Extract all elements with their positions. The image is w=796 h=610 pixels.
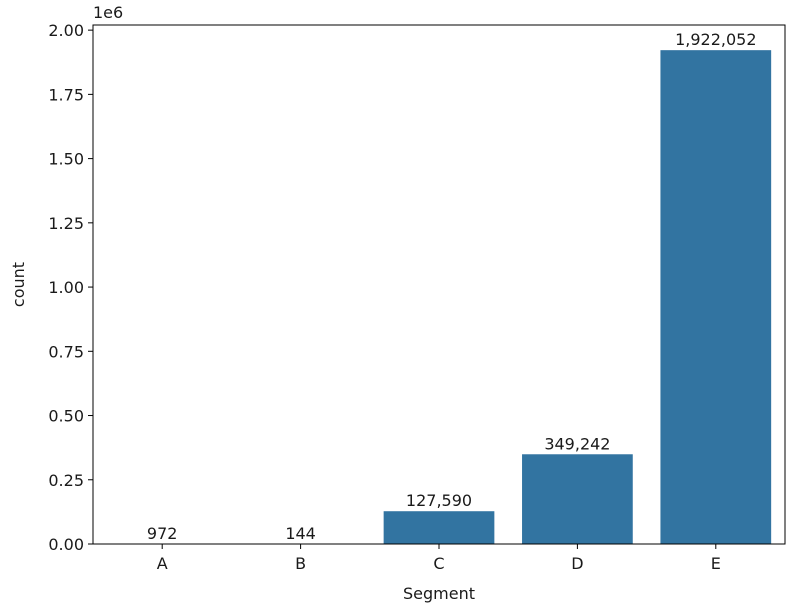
bar-c: [383, 511, 495, 544]
data-labels-group: 972 144 127,590 349,242 1,922,052: [147, 30, 757, 543]
y-tick-label: 1.25: [48, 214, 84, 233]
x-tick-label-e: E: [711, 554, 721, 573]
bars-group: [106, 50, 772, 545]
data-label-a: 972: [147, 524, 178, 543]
plot-frame: [92, 24, 786, 545]
data-label-b: 144: [285, 524, 316, 543]
x-tick-label-b: B: [295, 554, 306, 573]
data-label-d: 349,242: [544, 434, 610, 453]
y-tick-label: 0.50: [48, 407, 84, 426]
x-tick-label-a: A: [157, 554, 168, 573]
y-axis-offset-label: 1e6: [93, 3, 123, 22]
bar-e: [660, 50, 772, 545]
y-tick-label: 0.25: [48, 471, 84, 490]
x-axis: A B C D E: [157, 544, 721, 573]
data-label-c: 127,590: [406, 491, 472, 510]
y-tick-label: 0.00: [48, 535, 84, 554]
y-tick-label: 0.75: [48, 342, 84, 361]
y-tick-label: 1.75: [48, 85, 84, 104]
x-tick-label-c: C: [433, 554, 444, 573]
y-axis: 0.00 0.25 0.50 0.75 1.00 1.25 1.50 1.75 2.00: [48, 21, 93, 554]
bar-d: [522, 454, 633, 544]
x-tick-label-d: D: [571, 554, 583, 573]
y-tick-label: 1.50: [48, 150, 84, 169]
y-axis-title: count: [9, 262, 28, 307]
x-axis-title: Segment: [403, 584, 475, 603]
y-tick-label: 2.00: [48, 21, 84, 40]
y-tick-label: 1.00: [48, 278, 84, 297]
data-label-e: 1,922,052: [675, 30, 756, 49]
